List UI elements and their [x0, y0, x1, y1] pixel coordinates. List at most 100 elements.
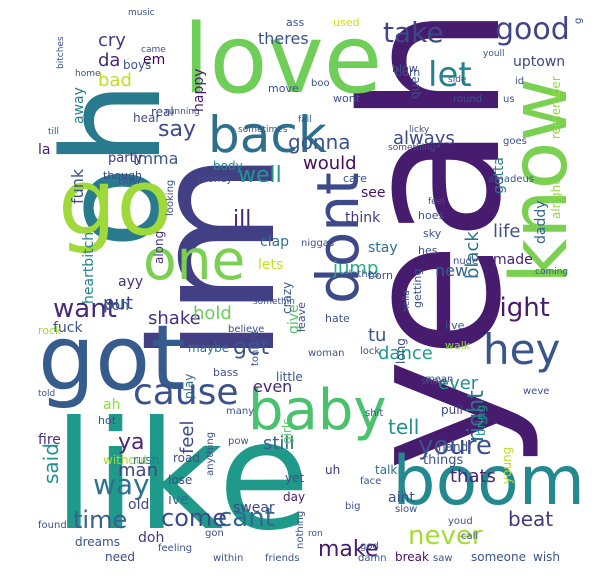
word: ya — [118, 430, 145, 455]
word: la — [38, 142, 50, 158]
word: come — [161, 504, 227, 532]
word: shake — [148, 308, 201, 329]
word: move — [268, 82, 299, 95]
word: bad — [98, 70, 132, 91]
word: road — [173, 451, 200, 465]
word: theres — [258, 29, 309, 48]
word: one — [143, 228, 245, 292]
word: lose — [168, 473, 192, 487]
word: think — [345, 210, 381, 226]
word: money — [198, 174, 232, 185]
word: day — [283, 490, 305, 504]
word: ass — [286, 16, 304, 29]
word: go — [58, 149, 173, 256]
word: see — [361, 185, 386, 201]
word: yeah — [322, 5, 543, 471]
word: way — [93, 468, 150, 501]
word: saw — [433, 553, 453, 564]
word: tu — [368, 325, 386, 346]
word: still — [263, 433, 294, 454]
word: aint — [388, 490, 415, 506]
word: told — [38, 389, 55, 399]
word: without — [103, 453, 148, 467]
word: yet — [285, 471, 304, 485]
word: stay — [368, 240, 398, 256]
word: bring — [474, 405, 488, 436]
word: hear — [133, 111, 160, 125]
word: boom — [392, 442, 585, 521]
word: older — [118, 177, 141, 187]
word: home — [75, 69, 101, 79]
word: uh — [325, 463, 340, 477]
word: like — [53, 390, 310, 564]
word: man — [118, 460, 158, 481]
word: goes — [503, 136, 527, 147]
word: leave — [295, 302, 308, 332]
word: born — [368, 269, 393, 282]
word: beat — [508, 507, 553, 531]
word: running — [165, 107, 200, 117]
word: daddy — [533, 200, 549, 244]
word: take — [383, 16, 444, 49]
word: youre — [418, 431, 492, 461]
word: someone — [471, 550, 526, 564]
word: good — [495, 12, 570, 47]
word: thats — [450, 466, 496, 487]
word: ah — [103, 397, 120, 413]
word: long — [394, 338, 408, 364]
word: call — [461, 531, 478, 542]
word: round — [453, 94, 482, 105]
word: dreams — [75, 535, 120, 549]
word: boo — [311, 78, 330, 89]
word: friends — [265, 553, 299, 564]
word: time — [73, 506, 127, 534]
word: something — [388, 143, 436, 153]
word: play — [182, 374, 196, 399]
word: g — [573, 18, 584, 24]
word: god — [360, 541, 379, 552]
word: tonight — [250, 330, 261, 366]
word: hand — [438, 440, 468, 454]
word: need — [105, 550, 135, 564]
word-cloud-words: yeah im like oh love know got go boom do… — [34, 5, 585, 564]
word: party — [108, 151, 143, 166]
word: break — [395, 550, 429, 564]
word: licky — [409, 125, 430, 135]
word: back — [208, 106, 327, 164]
word: nothing — [295, 511, 306, 549]
word: side — [448, 75, 467, 85]
word: well — [238, 163, 282, 188]
word: remember — [549, 76, 563, 139]
word: looking — [165, 180, 176, 216]
word: said — [39, 443, 63, 484]
word: nude — [453, 256, 478, 267]
word: many — [226, 406, 254, 417]
word: ive — [168, 492, 189, 508]
word: youd — [448, 516, 473, 527]
word: live — [445, 319, 465, 332]
word: funk — [68, 168, 87, 204]
word: snow — [421, 376, 447, 387]
word: music — [128, 8, 155, 18]
word: face — [360, 476, 381, 487]
word: uptown — [513, 54, 565, 70]
word: would — [303, 153, 357, 174]
word: fall — [298, 115, 312, 125]
word: im — [116, 151, 314, 364]
word: ooh — [103, 298, 129, 314]
word: alright — [549, 180, 563, 219]
word: clothes — [343, 269, 379, 280]
word: que — [408, 76, 422, 99]
word: put — [103, 293, 133, 314]
word: wont — [333, 92, 361, 105]
word: cry — [98, 30, 126, 51]
word: blow — [392, 62, 418, 75]
word: swear — [233, 500, 275, 516]
word: walk — [445, 339, 471, 352]
word: make — [318, 537, 378, 562]
word: wish — [533, 550, 560, 564]
word: happy — [191, 68, 207, 112]
word: always — [393, 128, 455, 149]
word: hold — [193, 303, 232, 324]
word: love — [183, 5, 382, 115]
